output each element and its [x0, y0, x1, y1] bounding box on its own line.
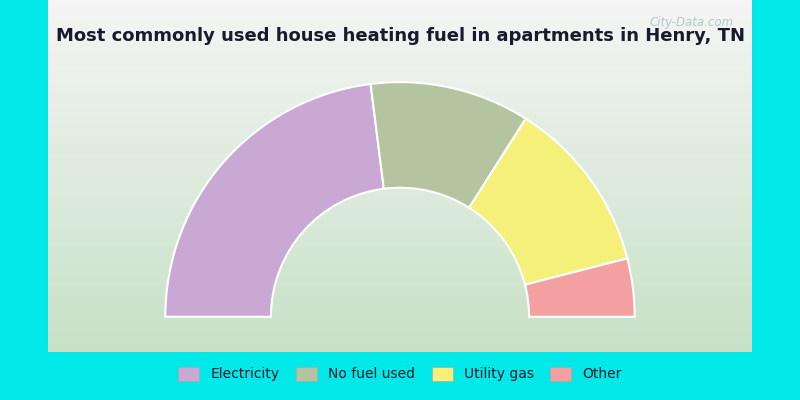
Bar — [48, 4, 752, 9]
Bar — [48, 26, 752, 31]
Bar — [48, 163, 752, 167]
Text: Most commonly used house heating fuel in apartments in Henry, TN: Most commonly used house heating fuel in… — [55, 27, 745, 45]
Bar — [48, 260, 752, 264]
Bar — [48, 290, 752, 295]
Bar — [48, 185, 752, 189]
Bar — [48, 18, 752, 22]
Bar — [48, 167, 752, 172]
Legend: Electricity, No fuel used, Utility gas, Other: Electricity, No fuel used, Utility gas, … — [173, 361, 627, 387]
Bar — [48, 255, 752, 260]
Bar — [48, 233, 752, 238]
Bar — [48, 132, 752, 136]
Bar — [48, 299, 752, 304]
Bar — [48, 251, 752, 255]
Bar — [48, 330, 752, 334]
Bar — [48, 304, 752, 308]
Bar — [48, 22, 752, 26]
Bar — [48, 145, 752, 150]
Bar — [48, 110, 752, 114]
Bar — [48, 70, 752, 75]
Bar — [48, 286, 752, 290]
Bar — [48, 141, 752, 145]
Bar — [48, 277, 752, 282]
Bar — [48, 154, 752, 158]
Bar — [48, 62, 752, 66]
Bar — [48, 282, 752, 286]
Bar — [48, 343, 752, 348]
Bar — [48, 79, 752, 84]
Bar — [48, 189, 752, 194]
Bar — [48, 150, 752, 154]
Bar — [48, 176, 752, 180]
Bar — [48, 53, 752, 57]
Bar — [48, 326, 752, 330]
Wedge shape — [166, 84, 384, 317]
Bar — [48, 136, 752, 141]
Bar — [48, 119, 752, 123]
Wedge shape — [370, 82, 526, 208]
Bar — [48, 202, 752, 207]
Wedge shape — [469, 119, 627, 285]
Bar — [48, 66, 752, 70]
Bar — [48, 198, 752, 202]
Bar — [48, 317, 752, 321]
Bar — [48, 88, 752, 92]
Bar — [48, 238, 752, 242]
Bar — [48, 211, 752, 216]
Bar — [48, 97, 752, 101]
Bar — [48, 229, 752, 233]
Bar — [48, 92, 752, 97]
Bar — [48, 40, 752, 44]
Bar — [48, 128, 752, 132]
Bar — [48, 339, 752, 343]
Bar — [48, 57, 752, 62]
Bar — [48, 172, 752, 176]
Bar — [48, 44, 752, 48]
Bar — [48, 123, 752, 128]
Bar — [48, 312, 752, 317]
Bar — [48, 216, 752, 220]
Wedge shape — [525, 258, 634, 317]
Bar — [48, 273, 752, 277]
Bar — [48, 264, 752, 268]
Bar — [48, 268, 752, 273]
Bar — [48, 114, 752, 119]
Bar — [48, 348, 752, 352]
Bar — [48, 75, 752, 79]
Bar — [48, 334, 752, 339]
Bar — [48, 84, 752, 88]
Bar — [48, 106, 752, 110]
Bar — [48, 224, 752, 229]
Bar — [48, 207, 752, 211]
Bar — [48, 246, 752, 251]
Bar — [48, 308, 752, 312]
Text: City-Data.com: City-Data.com — [649, 16, 734, 30]
Bar — [48, 13, 752, 18]
Bar — [48, 242, 752, 246]
Bar — [48, 101, 752, 106]
Bar — [48, 180, 752, 185]
Bar — [48, 31, 752, 35]
Bar — [48, 48, 752, 53]
Bar — [48, 220, 752, 224]
Bar — [48, 194, 752, 198]
Bar — [48, 295, 752, 299]
Bar — [48, 9, 752, 13]
Bar — [48, 158, 752, 163]
Bar — [48, 35, 752, 40]
Bar — [48, 321, 752, 326]
Bar — [48, 0, 752, 4]
